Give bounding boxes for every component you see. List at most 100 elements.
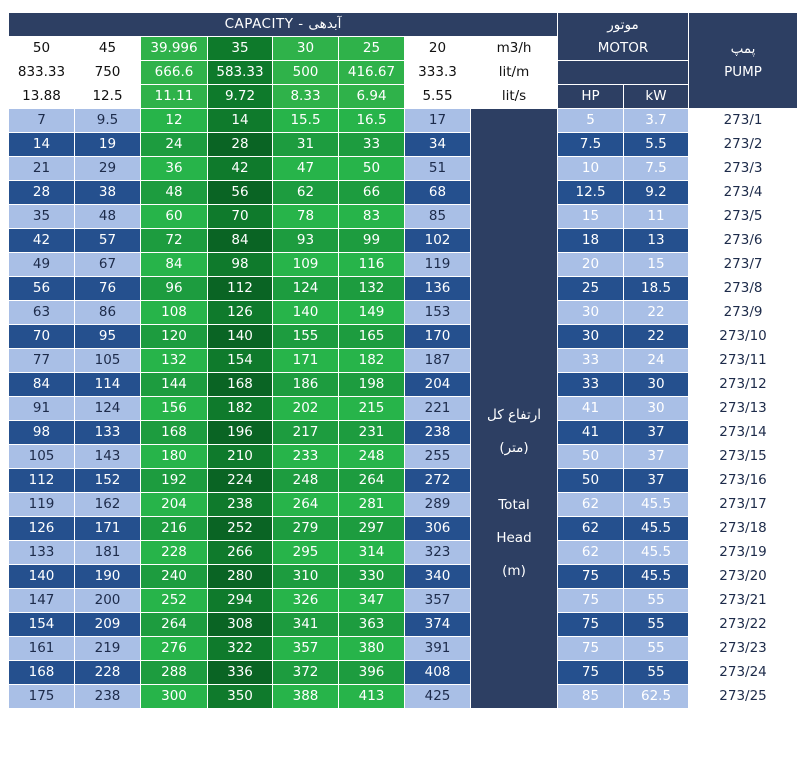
head-value-cell: 165 bbox=[338, 324, 405, 349]
pump-model-cell: 273/2 bbox=[688, 132, 799, 157]
pump-model-cell: 273/25 bbox=[688, 684, 799, 709]
motor-header: موتور MOTOR bbox=[557, 12, 690, 61]
motor-kw-cell: 45.5 bbox=[623, 492, 690, 517]
motor-hp-cell: 25 bbox=[557, 276, 625, 301]
motor-hp-cell: 50 bbox=[557, 468, 625, 493]
head-value-cell: 264 bbox=[338, 468, 405, 493]
head-value-cell: 279 bbox=[272, 516, 339, 541]
pump-model-cell: 273/17 bbox=[688, 492, 799, 517]
head-value-cell: 272 bbox=[404, 468, 471, 493]
motor-kw-cell: 45.5 bbox=[623, 564, 690, 589]
head-value-cell: 143 bbox=[74, 444, 141, 469]
head-label-en: (m) bbox=[502, 563, 526, 579]
motor-hp-cell: 33 bbox=[557, 372, 625, 397]
head-value-cell: 70 bbox=[8, 324, 75, 349]
flow-cell: 833.33 bbox=[8, 60, 75, 85]
head-value-cell: 181 bbox=[74, 540, 141, 565]
head-value-cell: 209 bbox=[74, 612, 141, 637]
head-value-cell: 28 bbox=[8, 180, 75, 205]
head-value-cell: 91 bbox=[8, 396, 75, 421]
head-value-cell: 38 bbox=[74, 180, 141, 205]
head-value-cell: 152 bbox=[74, 468, 141, 493]
flow-cell: 13.88 bbox=[8, 84, 75, 109]
head-value-cell: 124 bbox=[74, 396, 141, 421]
motor-hp-cell: 18 bbox=[557, 228, 625, 253]
head-value-cell: 140 bbox=[272, 300, 339, 325]
table-row: 147 200 252 294 326 347 357 75 55 273/21 bbox=[8, 588, 799, 613]
table-row: 77 105 132 154 171 182 187 33 24 273/11 bbox=[8, 348, 799, 373]
flow-cell: 11.11 bbox=[140, 84, 208, 109]
kw-column-header: kW bbox=[623, 84, 690, 109]
head-value-cell: 228 bbox=[140, 540, 208, 565]
head-value-cell: 62 bbox=[272, 180, 339, 205]
pump-model-cell: 273/19 bbox=[688, 540, 799, 565]
head-value-cell: 133 bbox=[74, 420, 141, 445]
flow-cell: 750 bbox=[74, 60, 141, 85]
table-row: 35 48 60 70 78 83 85 15 11 273/5 bbox=[8, 204, 799, 229]
head-value-cell: 231 bbox=[338, 420, 405, 445]
flow-cell: 35 bbox=[207, 36, 273, 61]
head-value-cell: 49 bbox=[8, 252, 75, 277]
motor-hp-cell: 62 bbox=[557, 516, 625, 541]
head-value-cell: 36 bbox=[140, 156, 208, 181]
motor-hp-cell: 30 bbox=[557, 324, 625, 349]
flow-row-m3h: 50 45 39.996 35 30 25 20 m3/h bbox=[8, 36, 798, 61]
total-head-label: ارتفاع کل (متر) Total Head (m) bbox=[469, 108, 559, 709]
pump-title-fa: پمپ bbox=[730, 40, 756, 57]
head-value-cell: 289 bbox=[404, 492, 471, 517]
head-value-cell: 182 bbox=[207, 396, 273, 421]
head-value-cell: 252 bbox=[207, 516, 273, 541]
pump-model-cell: 273/3 bbox=[688, 156, 799, 181]
head-value-cell: 21 bbox=[8, 156, 75, 181]
head-value-cell: 17 bbox=[404, 108, 471, 133]
flow-cell: 25 bbox=[338, 36, 405, 61]
head-value-cell: 202 bbox=[272, 396, 339, 421]
head-value-cell: 29 bbox=[74, 156, 141, 181]
hp-column-header: HP bbox=[557, 84, 625, 109]
head-value-cell: 171 bbox=[74, 516, 141, 541]
head-value-cell: 42 bbox=[8, 228, 75, 253]
head-value-cell: 24 bbox=[140, 132, 208, 157]
head-value-cell: 374 bbox=[404, 612, 471, 637]
motor-hp-cell: 75 bbox=[557, 636, 625, 661]
table-row: 126 171 216 252 279 297 306 62 45.5 273/18 bbox=[8, 516, 799, 541]
pump-model-cell: 273/8 bbox=[688, 276, 799, 301]
motor-hp-cell: 50 bbox=[557, 444, 625, 469]
motor-hp-cell: 75 bbox=[557, 588, 625, 613]
head-value-cell: 19 bbox=[74, 132, 141, 157]
head-value-cell: 149 bbox=[338, 300, 405, 325]
pump-model-cell: 273/15 bbox=[688, 444, 799, 469]
head-value-cell: 168 bbox=[140, 420, 208, 445]
head-value-cell: 314 bbox=[338, 540, 405, 565]
table-row: 175 238 300 350 388 413 425 85 62.5 273/25 bbox=[8, 684, 799, 709]
flow-cell: 333.3 bbox=[404, 60, 471, 85]
head-value-cell: 56 bbox=[207, 180, 273, 205]
head-value-cell: 413 bbox=[338, 684, 405, 709]
motor-hp-cell: 41 bbox=[557, 396, 625, 421]
motor-kw-cell: 45.5 bbox=[623, 516, 690, 541]
head-label-fa: ارتفاع کل bbox=[487, 407, 541, 423]
head-value-cell: 84 bbox=[207, 228, 273, 253]
head-value-cell: 190 bbox=[74, 564, 141, 589]
table-row: 119 162 204 238 264 281 289 62 45.5 273/17 bbox=[8, 492, 799, 517]
head-value-cell: 217 bbox=[272, 420, 339, 445]
motor-hp-cell: 75 bbox=[557, 660, 625, 685]
head-value-cell: 48 bbox=[140, 180, 208, 205]
head-value-cell: 322 bbox=[207, 636, 273, 661]
head-value-cell: 147 bbox=[8, 588, 75, 613]
motor-kw-cell: 55 bbox=[623, 636, 690, 661]
head-value-cell: 154 bbox=[207, 348, 273, 373]
motor-kw-cell: 37 bbox=[623, 468, 690, 493]
head-value-cell: 380 bbox=[338, 636, 405, 661]
motor-kw-cell: 18.5 bbox=[623, 276, 690, 301]
head-value-cell: 198 bbox=[338, 372, 405, 397]
head-value-cell: 114 bbox=[74, 372, 141, 397]
head-value-cell: 153 bbox=[404, 300, 471, 325]
head-value-cell: 47 bbox=[272, 156, 339, 181]
head-value-cell: 112 bbox=[207, 276, 273, 301]
flow-cell: 500 bbox=[272, 60, 339, 85]
motor-kw-cell: 7.5 bbox=[623, 156, 690, 181]
head-value-cell: 252 bbox=[140, 588, 208, 613]
table-row: 140 190 240 280 310 330 340 75 45.5 273/20 bbox=[8, 564, 799, 589]
